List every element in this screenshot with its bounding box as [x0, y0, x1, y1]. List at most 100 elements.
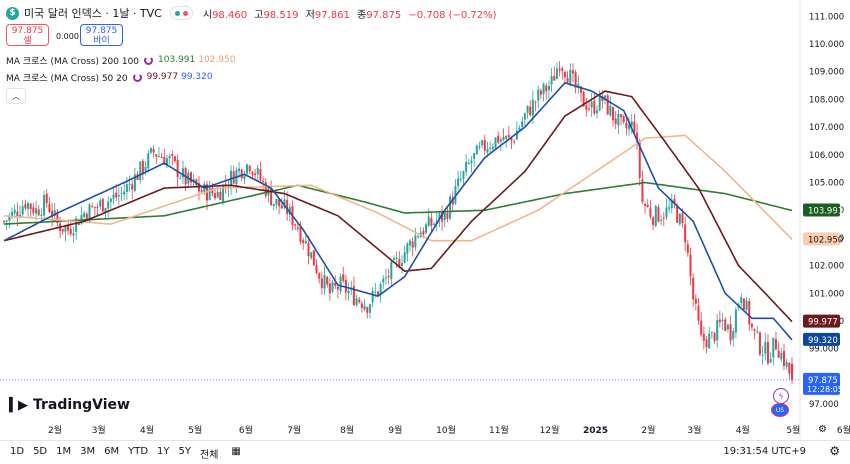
candle-body [304, 240, 307, 244]
candle-body [710, 331, 713, 333]
open-label: 시 [202, 9, 213, 21]
candle-body [542, 83, 545, 95]
spread-value: 0.000 [56, 32, 79, 41]
indicator-ma-50-20[interactable]: MA 크로스 (MA Cross) 50 20 99.977 99.320 [6, 70, 213, 84]
symbol-title[interactable]: 미국 달러 인덱스 · 1날 · TVC [24, 7, 162, 20]
price-tick-label: 99.000 [809, 345, 839, 355]
range-button-7[interactable]: 5Y [178, 446, 192, 457]
loading-icon [144, 55, 154, 65]
range-button-3[interactable]: 3M [80, 446, 96, 457]
candle-body [406, 243, 409, 254]
time-tick-label: 12월 [540, 424, 560, 436]
us-flag-icon[interactable]: US [771, 403, 789, 417]
candle-body [51, 210, 54, 218]
tradingview-logo[interactable]: ▍▶ TradingView [9, 397, 130, 413]
range-button-2[interactable]: 1M [56, 446, 72, 457]
candle-body [147, 153, 150, 169]
settings-icon[interactable]: ⚙ [829, 444, 840, 458]
candle-body [48, 204, 51, 213]
candle-body [133, 174, 136, 191]
range-button-5[interactable]: YTD [128, 446, 149, 457]
buy-button[interactable]: 97.875 바이 [80, 24, 123, 46]
candle-body [275, 199, 278, 205]
candle-body [441, 211, 444, 222]
candle-body [636, 132, 639, 143]
candle-body [200, 189, 203, 192]
calendar-icon[interactable]: ▦ [231, 446, 241, 457]
candle-body [438, 213, 441, 220]
range-button-0[interactable]: 1D [10, 446, 25, 457]
bottom-toolbar: 1D 5D 1M 3M 6M YTD 1Y 5Y 전체 ▦ 19:31:54 UTC+9 ⚙ [0, 440, 850, 464]
candle-body [302, 240, 305, 243]
candle-body [515, 130, 518, 140]
candle-body [360, 303, 363, 308]
lightning-icon[interactable]: ϟ [773, 388, 789, 404]
indicator-name: MA 크로스 (MA Cross) 50 20 [6, 73, 128, 84]
candle-body [240, 169, 243, 179]
indicator-ma-200-100[interactable]: MA 크로스 (MA Cross) 200 100 103.991 102.95… [6, 53, 235, 67]
price-scale-settings-icon[interactable]: ⚙ [818, 424, 827, 435]
price-badge-bg [803, 332, 840, 346]
candle-body [753, 329, 756, 331]
candle-body [606, 95, 609, 115]
candle-body [384, 277, 387, 279]
candle-body [499, 139, 502, 142]
candle-body [507, 134, 510, 137]
candle-body [312, 250, 315, 266]
candle-body [24, 204, 27, 209]
candle-body [558, 68, 561, 71]
tradingview-mark-icon: ▍▶ [9, 397, 28, 413]
candle-body [19, 214, 22, 217]
range-button-4[interactable]: 6M [104, 446, 120, 457]
candle-body [344, 280, 347, 293]
candle-body [75, 218, 78, 232]
indicator-name: MA 크로스 (MA Cross) 200 100 [6, 56, 140, 67]
candle-body [417, 236, 420, 238]
time-tick-label: 5월 [786, 424, 800, 436]
candle-body [342, 274, 345, 281]
candle-body [577, 84, 580, 88]
candle-body [43, 195, 46, 216]
candle-body [334, 283, 337, 286]
market-status-indicator[interactable] [169, 6, 193, 20]
time-tick-label: 7월 [287, 424, 301, 436]
clock[interactable]: 19:31:54 UTC+9 [723, 446, 806, 457]
candle-body [307, 242, 310, 257]
time-tick-label: 4월 [736, 424, 750, 436]
range-button-1[interactable]: 5D [33, 446, 48, 457]
candle-body [486, 149, 489, 153]
candle-body [553, 75, 556, 81]
candle-body [219, 191, 222, 201]
candle-body [598, 93, 601, 111]
candle-body [131, 184, 134, 190]
candle-body [323, 274, 326, 289]
countdown-badge: 12:28:05 [807, 385, 843, 394]
candle-body [449, 196, 452, 219]
candle-body [644, 203, 647, 206]
candle-body [772, 337, 775, 358]
range-button-6[interactable]: 1Y [157, 446, 170, 457]
candle-body [579, 86, 582, 93]
buy-label: 바이 [93, 36, 110, 46]
candle-body [590, 101, 593, 108]
candle-body [171, 153, 174, 157]
candle-body [630, 121, 633, 127]
buy-price: 97.875 [85, 26, 118, 36]
candle-body [625, 122, 628, 129]
time-tick-label: 10월 [436, 424, 456, 436]
candle-body [660, 219, 663, 221]
candle-body [136, 174, 139, 181]
range-button-8[interactable]: 전체 [200, 450, 219, 461]
sell-button[interactable]: 97.875 셀 [6, 24, 49, 46]
collapse-legend-button[interactable]: ︿ [6, 88, 26, 104]
candle-body [398, 259, 401, 268]
candle-body [670, 200, 673, 209]
candle-body [243, 175, 246, 180]
candle-body [513, 141, 516, 143]
candle-body [27, 203, 30, 210]
candle-body [355, 298, 358, 306]
close-label: 종 [357, 9, 367, 21]
candle-body [473, 153, 476, 159]
candle-body [612, 106, 615, 121]
